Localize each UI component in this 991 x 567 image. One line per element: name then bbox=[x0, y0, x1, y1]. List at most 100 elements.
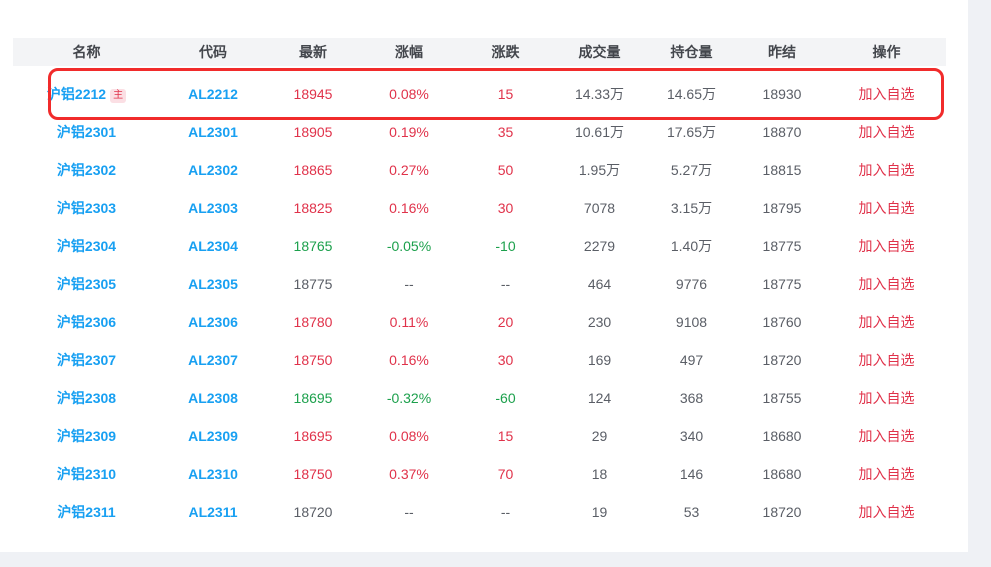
change-percent: 0.16% bbox=[389, 352, 429, 368]
prev-settlement: 18870 bbox=[762, 124, 802, 140]
open-interest: 1.40万 bbox=[670, 238, 713, 254]
table-row[interactable]: 沪铝2310 AL2310 18750 0.37% 70 18 146 1868… bbox=[13, 455, 946, 493]
last-price: 18945 bbox=[293, 86, 333, 102]
change-value: -10 bbox=[495, 238, 516, 254]
table-row[interactable]: 沪铝2309 AL2309 18695 0.08% 15 29 340 1868… bbox=[13, 417, 946, 455]
change-percent: -- bbox=[404, 276, 414, 292]
change-percent: 0.37% bbox=[389, 466, 429, 482]
change-percent: 0.27% bbox=[389, 162, 429, 178]
contract-code-link[interactable]: AL2212 bbox=[188, 86, 238, 102]
contract-code-link[interactable]: AL2301 bbox=[188, 124, 238, 140]
contract-code-link[interactable]: AL2304 bbox=[188, 238, 238, 254]
futures-quotes-table: 名称 代码 最新 涨幅 涨跌 成交量 持仓量 昨结 操作 沪铝2212 主 AL2… bbox=[13, 38, 946, 531]
open-interest: 17.65万 bbox=[666, 124, 717, 140]
change-value: -- bbox=[500, 504, 511, 520]
add-watchlist-button[interactable]: 加入自选 bbox=[858, 504, 915, 520]
header-open-interest: 持仓量 bbox=[670, 44, 713, 60]
contract-name-link[interactable]: 沪铝2306 bbox=[56, 314, 117, 330]
contract-code-link[interactable]: AL2311 bbox=[188, 504, 238, 520]
prev-settlement: 18930 bbox=[762, 86, 802, 102]
prev-settlement: 18775 bbox=[762, 276, 802, 292]
header-change-pct: 涨幅 bbox=[395, 44, 423, 60]
table-row[interactable]: 沪铝2308 AL2308 18695 -0.32% -60 124 368 1… bbox=[13, 379, 946, 417]
change-value: 30 bbox=[497, 200, 514, 216]
contract-code-link[interactable]: AL2309 bbox=[188, 428, 238, 444]
last-price: 18780 bbox=[293, 314, 333, 330]
prev-settlement: 18795 bbox=[762, 200, 802, 216]
last-price: 18695 bbox=[293, 390, 333, 406]
contract-name-link[interactable]: 沪铝2305 bbox=[56, 276, 117, 292]
table-row[interactable]: 沪铝2305 AL2305 18775 -- -- 464 9776 18775… bbox=[13, 265, 946, 303]
contract-code-link[interactable]: AL2305 bbox=[188, 276, 238, 292]
open-interest: 9776 bbox=[675, 276, 708, 292]
volume: 29 bbox=[591, 428, 608, 444]
contract-name-link[interactable]: 沪铝2308 bbox=[56, 390, 117, 406]
header-prev-settle: 昨结 bbox=[768, 44, 796, 60]
table-row[interactable]: 沪铝2301 AL2301 18905 0.19% 35 10.61万 17.6… bbox=[13, 113, 946, 151]
change-value: 15 bbox=[497, 428, 514, 444]
open-interest: 5.27万 bbox=[670, 162, 713, 178]
table-row[interactable]: 沪铝2212 主 AL2212 18945 0.08% 15 14.33万 14.… bbox=[13, 68, 946, 120]
table-row[interactable]: 沪铝2311 AL2311 18720 -- -- 19 53 18720 加入… bbox=[13, 493, 946, 531]
change-value: 30 bbox=[497, 352, 514, 368]
open-interest: 3.15万 bbox=[670, 200, 713, 216]
table-header-row: 名称 代码 最新 涨幅 涨跌 成交量 持仓量 昨结 操作 bbox=[13, 38, 946, 66]
last-price: 18720 bbox=[293, 504, 333, 520]
main-contract-badge: 主 bbox=[110, 89, 127, 103]
table-row[interactable]: 沪铝2304 AL2304 18765 -0.05% -10 2279 1.40… bbox=[13, 227, 946, 265]
add-watchlist-button[interactable]: 加入自选 bbox=[858, 200, 915, 216]
contract-name-link[interactable]: 沪铝2301 bbox=[56, 124, 117, 140]
change-value: 50 bbox=[497, 162, 514, 178]
table-row[interactable]: 沪铝2307 AL2307 18750 0.16% 30 169 497 187… bbox=[13, 341, 946, 379]
contract-code-link[interactable]: AL2306 bbox=[188, 314, 238, 330]
header-last: 最新 bbox=[299, 44, 327, 60]
contract-name-link[interactable]: 沪铝2303 bbox=[56, 200, 117, 216]
contract-name-link[interactable]: 沪铝2307 bbox=[56, 352, 117, 368]
prev-settlement: 18720 bbox=[762, 504, 802, 520]
table-body: 沪铝2212 主 AL2212 18945 0.08% 15 14.33万 14.… bbox=[13, 66, 946, 531]
prev-settlement: 18815 bbox=[762, 162, 802, 178]
prev-settlement: 18680 bbox=[762, 466, 802, 482]
contract-code-link[interactable]: AL2310 bbox=[188, 466, 238, 482]
volume: 10.61万 bbox=[574, 124, 625, 140]
open-interest: 146 bbox=[679, 466, 704, 482]
open-interest: 14.65万 bbox=[666, 86, 717, 102]
volume: 14.33万 bbox=[574, 86, 625, 102]
add-watchlist-button[interactable]: 加入自选 bbox=[858, 390, 915, 406]
table-row[interactable]: 沪铝2306 AL2306 18780 0.11% 20 230 9108 18… bbox=[13, 303, 946, 341]
contract-code-link[interactable]: AL2303 bbox=[188, 200, 238, 216]
volume: 18 bbox=[591, 466, 608, 482]
table-row[interactable]: 沪铝2303 AL2303 18825 0.16% 30 7078 3.15万 … bbox=[13, 189, 946, 227]
last-price: 18775 bbox=[293, 276, 333, 292]
change-percent: 0.11% bbox=[389, 314, 429, 330]
prev-settlement: 18680 bbox=[762, 428, 802, 444]
last-price: 18905 bbox=[293, 124, 333, 140]
contract-name-link[interactable]: 沪铝2302 bbox=[56, 162, 117, 178]
table-row[interactable]: 沪铝2302 AL2302 18865 0.27% 50 1.95万 5.27万… bbox=[13, 151, 946, 189]
contract-name-link[interactable]: 沪铝2309 bbox=[56, 428, 117, 444]
add-watchlist-button[interactable]: 加入自选 bbox=[858, 428, 915, 444]
add-watchlist-button[interactable]: 加入自选 bbox=[858, 124, 915, 140]
contract-name-link[interactable]: 沪铝2310 bbox=[56, 466, 117, 482]
contract-code-link[interactable]: AL2308 bbox=[188, 390, 238, 406]
add-watchlist-button[interactable]: 加入自选 bbox=[858, 276, 915, 292]
change-value: -- bbox=[500, 276, 511, 292]
prev-settlement: 18755 bbox=[762, 390, 802, 406]
open-interest: 53 bbox=[683, 504, 700, 520]
open-interest: 368 bbox=[679, 390, 704, 406]
contract-name-link[interactable]: 沪铝2311 bbox=[57, 504, 116, 520]
last-price: 18750 bbox=[293, 466, 333, 482]
add-watchlist-button[interactable]: 加入自选 bbox=[858, 314, 915, 330]
volume: 464 bbox=[587, 276, 612, 292]
add-watchlist-button[interactable]: 加入自选 bbox=[858, 86, 915, 102]
contract-code-link[interactable]: AL2302 bbox=[188, 162, 238, 178]
add-watchlist-button[interactable]: 加入自选 bbox=[858, 238, 915, 254]
add-watchlist-button[interactable]: 加入自选 bbox=[858, 352, 915, 368]
add-watchlist-button[interactable]: 加入自选 bbox=[858, 162, 915, 178]
contract-name-link[interactable]: 沪铝2304 bbox=[56, 238, 117, 254]
contract-code-link[interactable]: AL2307 bbox=[188, 352, 238, 368]
contract-name-link[interactable]: 沪铝2212 主 bbox=[13, 84, 160, 104]
add-watchlist-button[interactable]: 加入自选 bbox=[858, 466, 915, 482]
change-percent: -0.05% bbox=[386, 238, 432, 254]
change-value: 15 bbox=[497, 86, 514, 102]
